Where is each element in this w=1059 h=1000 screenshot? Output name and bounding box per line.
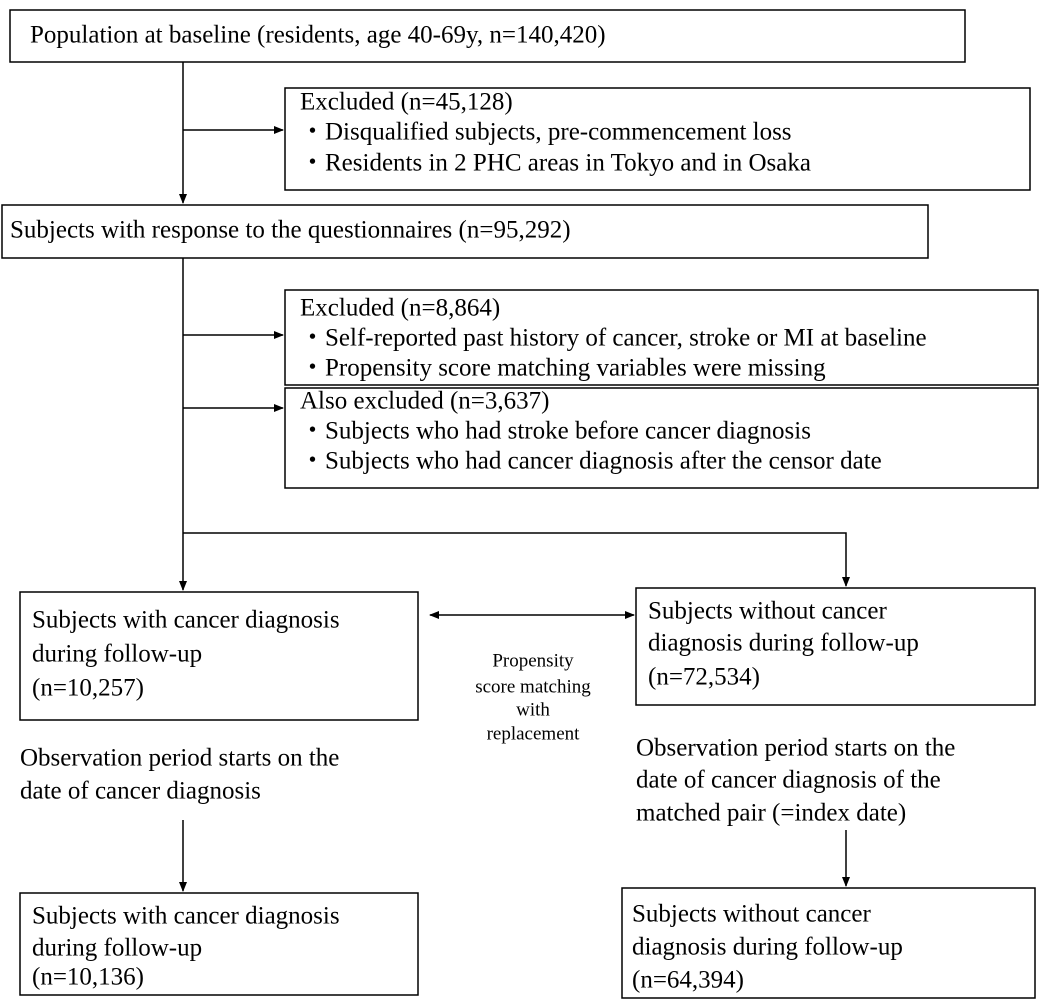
box (19, 892, 419, 996)
box-text: diagnosis during follow-up (648, 630, 919, 657)
box-text: Subjects with response to the questionna… (10, 217, 571, 244)
box-text: ・Residents in 2 PHC areas in Tokyo and i… (300, 150, 811, 177)
box-text: ・Disqualified subjects, pre-commencement… (300, 119, 792, 146)
box-text: (n=10,257) (32, 675, 144, 702)
note: Propensity (492, 650, 574, 671)
box-text: Subjects with cancer diagnosis (32, 607, 340, 634)
box-text: (n=72,534) (648, 664, 760, 691)
box (19, 591, 419, 721)
note: Observation period starts on the (20, 745, 339, 772)
note: replacement (487, 723, 581, 744)
note: Observation period starts on the (636, 735, 955, 762)
note: matched pair (=index date) (636, 800, 906, 827)
box (1, 204, 929, 259)
box-text: Subjects with cancer diagnosis (32, 903, 340, 930)
box-text: Also excluded (n=3,637) (300, 388, 549, 415)
box (635, 587, 1036, 706)
box-text: diagnosis during follow-up (632, 934, 903, 961)
box-text: Subjects without cancer (632, 901, 871, 928)
box (284, 387, 1039, 489)
box (9, 9, 966, 63)
note: date of cancer diagnosis (20, 778, 261, 805)
box-text: (n=64,394) (632, 967, 744, 994)
note: with (516, 699, 550, 720)
note: score matching (475, 676, 591, 697)
box-text: during follow-up (32, 935, 202, 962)
box-text: ・Self-reported past history of cancer, s… (300, 325, 927, 352)
box-text: ・Subjects who had stroke before cancer d… (300, 418, 811, 445)
connector (183, 532, 850, 587)
box-text: Excluded (n=45,128) (300, 89, 513, 116)
box-text: (n=10,136) (32, 964, 144, 991)
box-text: Population at baseline (residents, age 4… (30, 22, 606, 49)
box-text: ・Subjects who had cancer diagnosis after… (300, 448, 882, 475)
box (284, 289, 1039, 386)
box (621, 887, 1036, 999)
box-text: ・Propensity score matching variables wer… (300, 355, 826, 382)
note: date of cancer diagnosis of the (636, 767, 941, 794)
box-text: Excluded (n=8,864) (300, 295, 500, 322)
box (284, 87, 1031, 191)
box-text: during follow-up (32, 641, 202, 668)
box-text: Subjects without cancer (648, 598, 887, 625)
